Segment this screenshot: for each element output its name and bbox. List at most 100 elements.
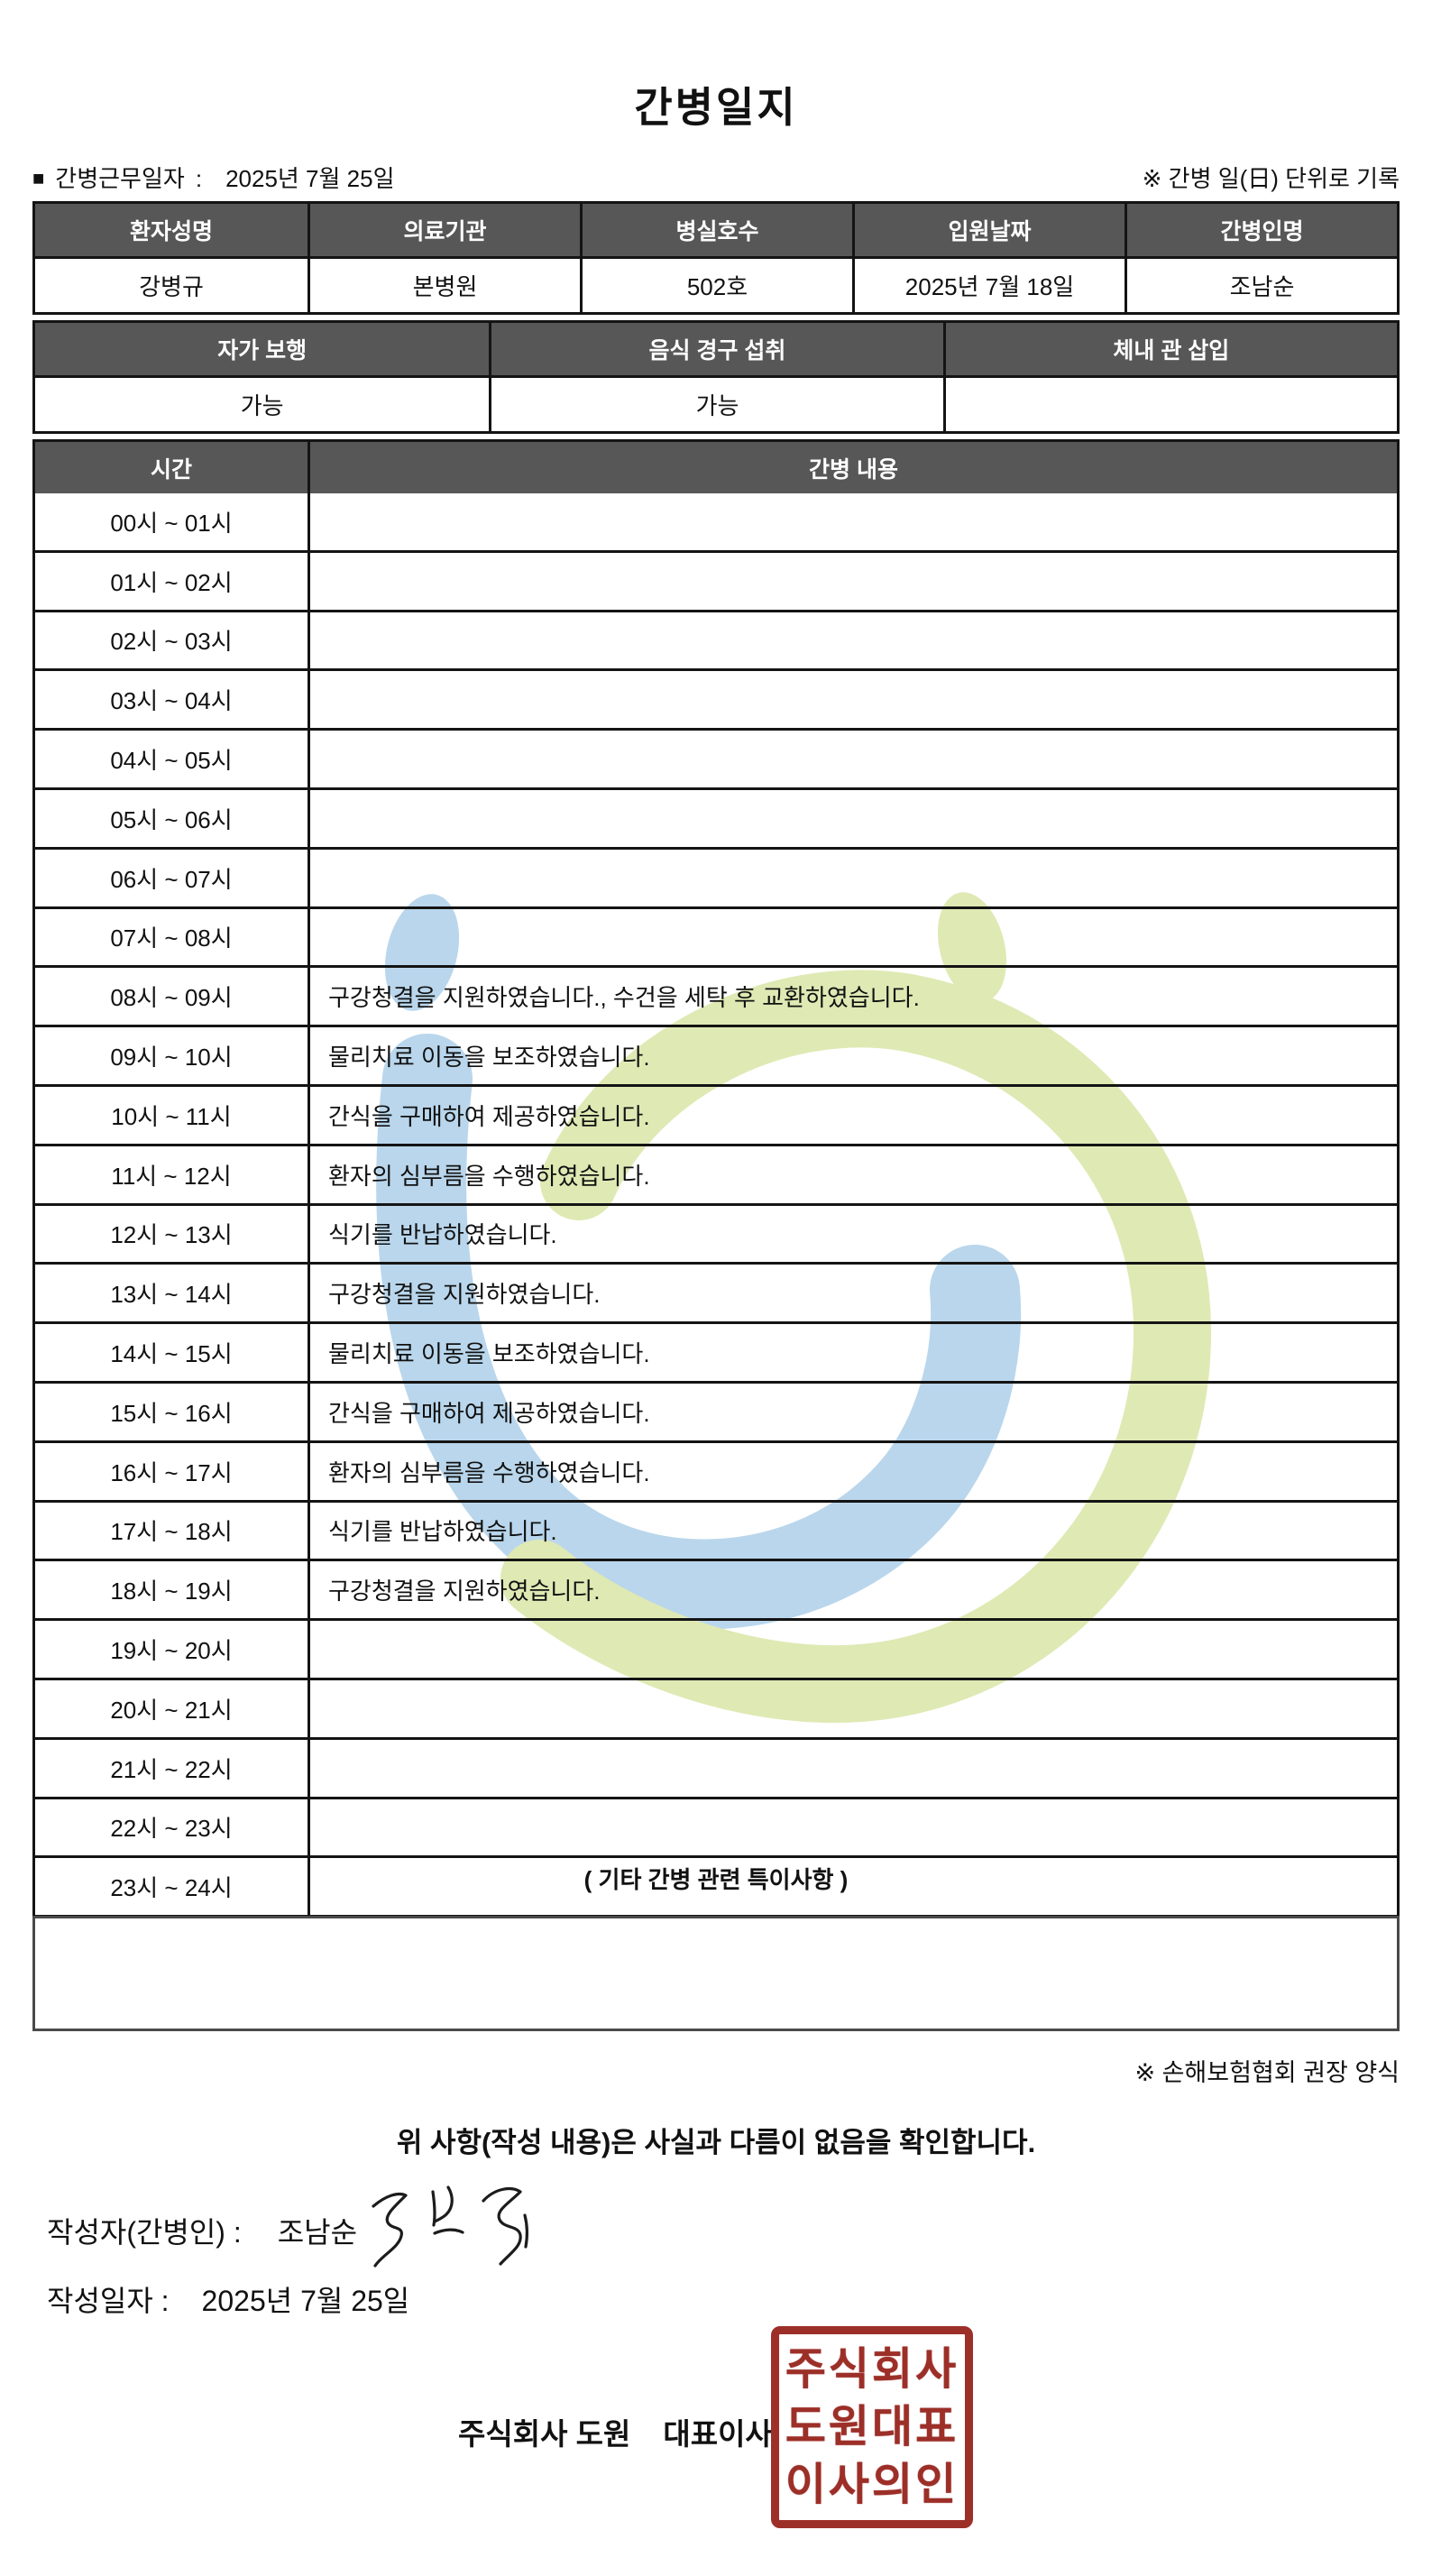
care-content-cell: 환자의 심부름을 수행하였습니다.	[308, 1442, 1397, 1500]
square-bullet-icon: ■	[32, 167, 45, 189]
care-log-row: 06시 ~ 07시	[35, 846, 1397, 906]
watermark-blue-teardrop	[384, 894, 460, 1011]
care-log-row: 04시 ~ 05시	[35, 728, 1397, 787]
care-content-cell	[308, 612, 1397, 669]
care-content-cell: 구강청결을 지원하였습니다.	[308, 1561, 1397, 1619]
care-content-cell	[308, 1679, 1397, 1737]
patient-status-value-row: 가능 가능	[35, 375, 1397, 431]
care-content-cell	[308, 671, 1397, 729]
patient-status-value-cell: 가능	[240, 392, 284, 419]
care-log-row: 23시 ~ 24시	[35, 1855, 1397, 1916]
care-content-cell	[308, 908, 1397, 966]
company-name: 주식회사 도원	[458, 2417, 631, 2451]
time-slot-cell: 00시 ~ 01시	[110, 509, 233, 537]
time-slot-cell: 06시 ~ 07시	[110, 865, 233, 893]
care-log-row: 09시 ~ 10시 물리치료 이동을 보조하였습니다.	[35, 1025, 1397, 1084]
care-log-header-row: 시간 간병 내용	[35, 442, 1397, 493]
care-content-cell: 구강청결을 지원하였습니다., 수건을 세탁 후 교환하였습니다.	[308, 968, 1397, 1026]
care-content-cell	[308, 493, 1397, 550]
care-content-cell: 구강청결을 지원하였습니다.	[308, 1265, 1397, 1322]
care-log-table: 시간 간병 내용 00시 ~ 01시 01시 ~ 02시 02시 ~ 03시	[32, 439, 1400, 1918]
patient-info-value-cell: 2025년 7월 18일	[852, 259, 1124, 312]
stamp-line-2: 도원대표	[785, 2403, 959, 2452]
patient-info-header-cell: 입원날짜	[852, 204, 1124, 256]
patient-status-table: 자가 보행 음식 경구 섭취 체내 관 삽입 가능 가능	[32, 320, 1400, 434]
care-work-date: ■ 간병근무일자 : 2025년 7월 25일	[32, 161, 395, 194]
company-role: 대표이사	[663, 2417, 773, 2451]
watermark-green-teardrop	[937, 892, 1007, 1002]
care-log-row: 18시 ~ 19시 구강청결을 지원하였습니다.	[35, 1559, 1397, 1619]
patient-info-header-cell: 병실호수	[580, 204, 852, 256]
care-content-cell: 물리치료 이동을 보조하였습니다.	[308, 1324, 1397, 1381]
time-slot-cell: 10시 ~ 11시	[111, 1102, 232, 1130]
patient-info-value-cell: 본병원	[308, 259, 580, 312]
corporate-seal-stamp: 주식회사 도원대표 이사의인	[771, 2326, 973, 2528]
time-slot-cell: 04시 ~ 05시	[110, 747, 233, 775]
patient-status-header-row: 자가 보행 음식 경구 섭취 체내 관 삽입	[35, 323, 1397, 375]
patient-info-value-cell: 조남순	[1124, 259, 1397, 312]
care-log-row: 14시 ~ 15시 물리치료 이동을 보조하였습니다.	[35, 1321, 1397, 1381]
patient-status-value-cell	[942, 378, 1397, 431]
time-slot-cell: 12시 ~ 13시	[110, 1221, 233, 1249]
care-log-row: 05시 ~ 06시	[35, 787, 1397, 847]
work-date-label: 간병근무일자	[55, 165, 185, 192]
patient-status-header-cell: 음식 경구 섭취	[489, 323, 943, 375]
care-log-row: 21시 ~ 22시	[35, 1736, 1397, 1797]
written-date-value: 2025년 7월 25일	[201, 2285, 410, 2317]
patient-status-value-cell: 가능	[489, 378, 942, 431]
time-slot-cell: 13시 ~ 14시	[110, 1281, 233, 1309]
care-log-row: 07시 ~ 08시	[35, 906, 1397, 966]
time-slot-cell: 07시 ~ 08시	[110, 925, 233, 952]
time-slot-cell: 14시 ~ 15시	[110, 1340, 233, 1368]
company-line: 주식회사 도원 대표이사	[458, 2410, 773, 2453]
care-content-cell	[308, 849, 1397, 906]
stamp-line-1: 주식회사	[785, 2345, 959, 2394]
patient-status-header-cell: 체내 관 삽입	[942, 323, 1397, 375]
time-slot-cell: 16시 ~ 17시	[110, 1458, 233, 1486]
special-notes-box	[32, 1916, 1400, 2031]
care-content-cell: 물리치료 이동을 보조하였습니다.	[308, 1027, 1397, 1084]
time-slot-cell: 11시 ~ 12시	[111, 1162, 232, 1190]
meta-row: ■ 간병근무일자 : 2025년 7월 25일 ※ 간병 일(日) 단위로 기록	[32, 161, 1400, 194]
care-log-row: 11시 ~ 12시 환자의 심부름을 수행하였습니다.	[35, 1143, 1397, 1203]
confirmation-statement: 위 사항(작성 내용)은 사실과 다름이 없음을 확인합니다.	[396, 2127, 1036, 2158]
care-log-row: 16시 ~ 17시 환자의 심부름을 수행하였습니다.	[35, 1440, 1397, 1500]
time-slot-cell: 21시 ~ 22시	[110, 1755, 233, 1783]
care-log-row: 15시 ~ 16시 간식을 구매하여 제공하였습니다.	[35, 1380, 1397, 1440]
care-content-cell	[308, 552, 1397, 610]
writer-name: 조남순	[277, 2216, 358, 2249]
care-content-cell: 간식을 구매하여 제공하였습니다.	[308, 1383, 1397, 1440]
patient-info-value-cell: 502호	[580, 259, 852, 312]
care-log-row: 20시 ~ 21시	[35, 1677, 1397, 1737]
time-slot-cell: 05시 ~ 06시	[110, 805, 233, 833]
patient-info-header-cell: 의료기관	[308, 204, 580, 256]
writer-label: 작성자(간병인) :	[47, 2216, 242, 2249]
recommended-form-note: ※ 손해보험협회 권장 양식	[1134, 2059, 1400, 2086]
care-log-row: 00시 ~ 01시	[35, 493, 1397, 550]
care-log-row: 12시 ~ 13시 식기를 반납하였습니다.	[35, 1202, 1397, 1263]
time-slot-cell: 20시 ~ 21시	[110, 1696, 233, 1724]
care-content-cell	[308, 1739, 1397, 1797]
care-content-cell	[308, 789, 1397, 847]
care-log-row: 13시 ~ 14시 구강청결을 지원하였습니다.	[35, 1262, 1397, 1322]
time-slot-cell: 19시 ~ 20시	[110, 1637, 233, 1665]
stamp-line-3: 이사의인	[785, 2461, 959, 2509]
page-title: 간병일지	[634, 83, 798, 131]
patient-info-header-cell: 환자성명	[35, 204, 308, 256]
work-date-colon: :	[195, 165, 203, 192]
written-date-line: 작성일자 : 2025년 7월 25일	[47, 2278, 409, 2320]
care-content-cell: 간식을 구매하여 제공하였습니다.	[308, 1086, 1397, 1144]
care-log-row: 22시 ~ 23시	[35, 1796, 1397, 1856]
work-date-value: 2025년 7월 25일	[225, 165, 395, 192]
care-log-row: 08시 ~ 09시 구강청결을 지원하였습니다., 수건을 세탁 후 교환하였습…	[35, 965, 1397, 1026]
patient-info-value-row: 강병규 본병원 502호 2025년 7월 18일 조남순	[35, 256, 1397, 312]
caregiver-signature	[372, 2185, 528, 2268]
care-log-row: 01시 ~ 02시	[35, 549, 1397, 610]
care-log-row: 17시 ~ 18시 식기를 반납하였습니다.	[35, 1499, 1397, 1559]
special-notes-heading: ( 기타 간병 관련 특이사항 )	[583, 1866, 849, 1893]
care-content-cell: 식기를 반납하였습니다.	[308, 1502, 1397, 1559]
care-content-cell: 환자의 심부름을 수행하였습니다.	[308, 1145, 1397, 1203]
time-slot-cell: 15시 ~ 16시	[110, 1399, 233, 1427]
